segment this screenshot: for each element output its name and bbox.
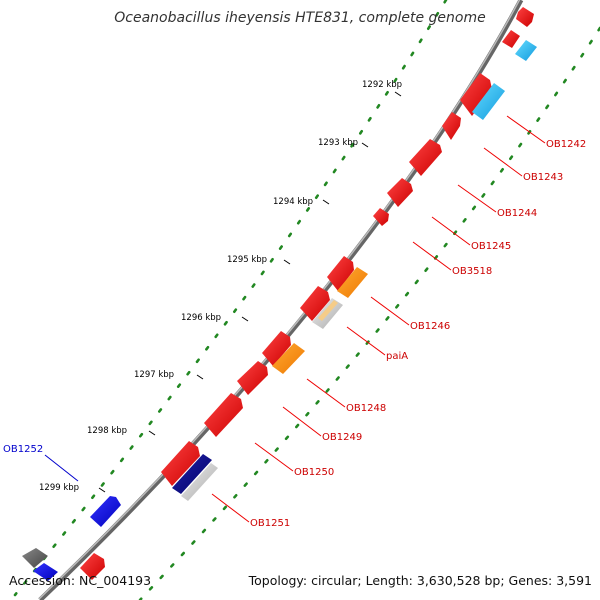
genome-backbone	[38, 0, 524, 600]
gene-block-ob1246[interactable]	[327, 256, 354, 291]
label-leaders	[211, 115, 546, 523]
gene-block-ob1248[interactable]	[262, 331, 291, 366]
gene-label-ob1251[interactable]: OB1251	[250, 518, 290, 529]
leader-ob1248	[306, 378, 346, 408]
tick-label-1299: 1299 kbp	[39, 483, 79, 493]
leader-ob1244	[457, 184, 497, 213]
genome-backbone-highlight	[38, 0, 521, 600]
gc-track-outer	[13, 0, 448, 597]
gene-block-ob1246-b[interactable]	[300, 286, 330, 321]
leader-ob3518	[412, 241, 452, 271]
gene-label-ob1244[interactable]: OB1244	[497, 208, 537, 219]
tick-mark	[241, 316, 249, 322]
gene-block[interactable]	[516, 7, 534, 27]
map-title: Oceanobacillus iheyensis HTE831, complet…	[114, 10, 485, 26]
leader-ob1252	[44, 454, 79, 482]
tick-label-1296: 1296 kbp	[181, 313, 221, 323]
gene-label-ob1246[interactable]: OB1246	[410, 321, 450, 332]
gene-label-ob1250[interactable]: OB1250	[294, 467, 334, 478]
gene-label-ob1252[interactable]: OB1252	[3, 444, 43, 455]
tick-label-1294: 1294 kbp	[273, 197, 313, 207]
gene-label-ob3518[interactable]: OB3518	[452, 266, 492, 277]
tick-mark	[361, 142, 369, 148]
leader-ob1243	[483, 147, 523, 177]
gene-block[interactable]	[515, 40, 537, 61]
tick-mark	[322, 199, 330, 205]
leader-ob1250	[254, 442, 294, 472]
gene-block-ob1251-pseudo[interactable]	[181, 463, 218, 501]
tick-label-1298: 1298 kbp	[87, 426, 127, 436]
gene-block-ob1245[interactable]	[387, 178, 413, 207]
gene-block-paia-top[interactable]	[318, 300, 338, 321]
gene-block-ob1249[interactable]	[237, 361, 268, 395]
tick-label-1293: 1293 kbp	[318, 138, 358, 148]
gene-block-ob1243[interactable]	[442, 112, 461, 140]
leader-ob1245	[431, 216, 471, 246]
gene-block-ob1242-rrna[interactable]	[472, 83, 505, 120]
tick-label-1292: 1292 kbp	[362, 80, 402, 90]
tick-mark	[98, 487, 106, 493]
gene-label-ob1249[interactable]: OB1249	[322, 432, 362, 443]
gene-block-ob3518[interactable]	[373, 208, 389, 226]
leader-ob1249	[282, 406, 322, 437]
gene-block-ob1250[interactable]	[204, 393, 243, 437]
tick-mark	[196, 374, 204, 380]
gene-block-ob1246-trna[interactable]	[337, 267, 368, 298]
gene-label-paia[interactable]: paiA	[386, 351, 408, 362]
tick-mark	[148, 430, 156, 436]
gene-block-ob1244[interactable]	[409, 139, 442, 176]
gene-label-ob1245[interactable]: OB1245	[471, 241, 511, 252]
tick-marks	[98, 91, 402, 493]
accession-text: Accession: NC_004193	[9, 573, 151, 588]
gene-label-ob1242[interactable]: OB1242	[546, 139, 586, 150]
tick-label-1295: 1295 kbp	[227, 255, 267, 265]
gene-block[interactable]	[22, 548, 48, 568]
gene-block[interactable]	[33, 563, 58, 581]
tick-mark	[283, 259, 291, 265]
gene-label-ob1248[interactable]: OB1248	[346, 403, 386, 414]
gene-blocks	[22, 7, 537, 581]
gene-block-ob1252[interactable]	[90, 496, 121, 527]
gene-block-ob1242[interactable]	[460, 73, 492, 116]
gene-block-ob1251[interactable]	[161, 441, 200, 486]
tick-label-1297: 1297 kbp	[134, 370, 174, 380]
genome-summary-text: Topology: circular; Length: 3,630,528 bp…	[248, 573, 592, 588]
gene-block-ob1251-minus[interactable]	[172, 454, 212, 494]
gene-label-ob1243[interactable]: OB1243	[523, 172, 563, 183]
gene-block-ob1248-trna[interactable]	[272, 343, 305, 374]
leader-paia	[346, 326, 386, 356]
leader-ob1242	[506, 115, 546, 144]
tick-mark	[394, 91, 402, 97]
leader-ob1246	[370, 296, 410, 326]
gene-block[interactable]	[502, 30, 520, 48]
leader-ob1251	[211, 493, 250, 523]
gene-block[interactable]	[80, 553, 105, 580]
